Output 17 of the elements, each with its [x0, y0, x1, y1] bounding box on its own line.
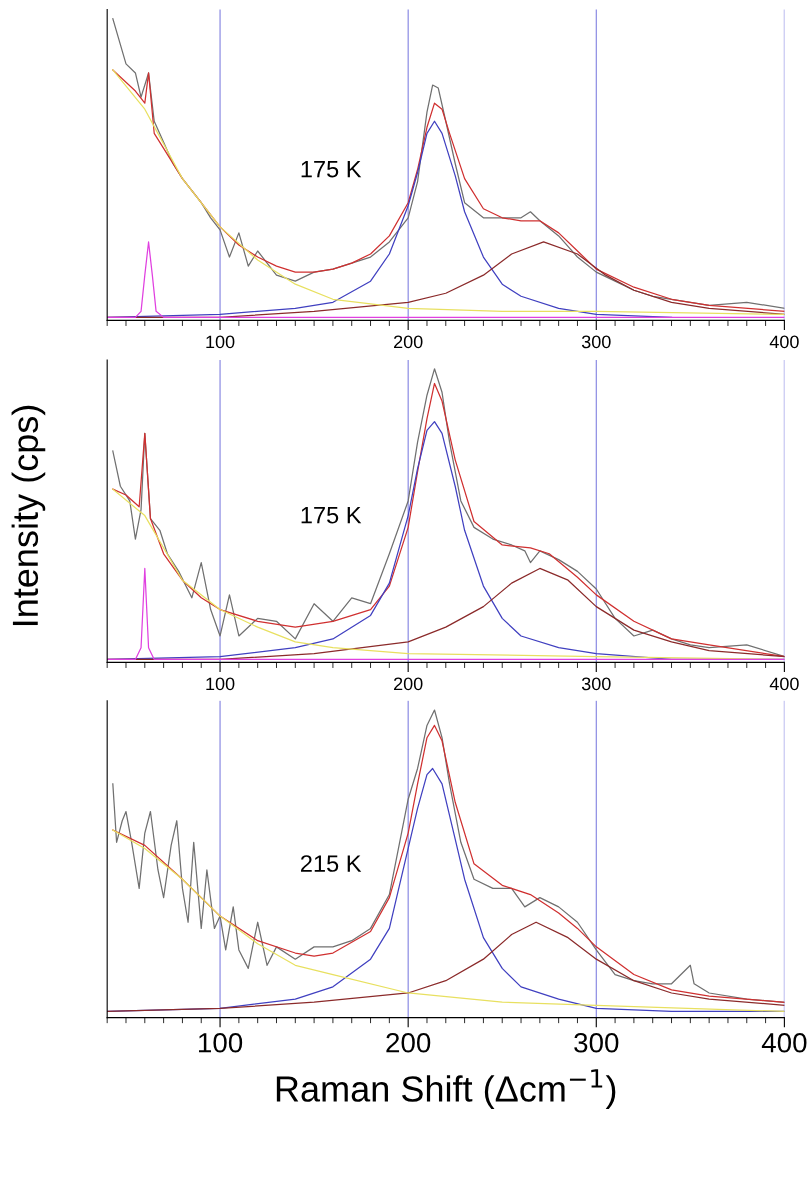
x-tick-label: 100	[199, 1032, 243, 1053]
x-tick-label: 400	[761, 1032, 807, 1053]
x-tick-label: 300	[574, 1032, 619, 1053]
y-axis-title: Intensity (cps)	[11, 405, 46, 626]
x-tick-label: 100	[206, 335, 235, 349]
x-axis-title: Raman Shift (Δcm$^{−1}$)	[276, 1069, 616, 1109]
x-tick-label: 200	[386, 1032, 431, 1053]
x-tick-label: 200	[394, 335, 423, 349]
x-tick-label: 400	[769, 335, 799, 349]
annotation: 175 K	[301, 507, 362, 524]
annotation: 175 K	[301, 161, 362, 178]
x-tick-label: 400	[769, 677, 799, 691]
x-tick-label: 300	[581, 677, 611, 691]
annotation: 215 K	[301, 855, 362, 872]
x-tick-label: 300	[581, 335, 611, 349]
x-tick-label: 100	[206, 677, 235, 691]
x-tick-label: 200	[394, 677, 423, 691]
